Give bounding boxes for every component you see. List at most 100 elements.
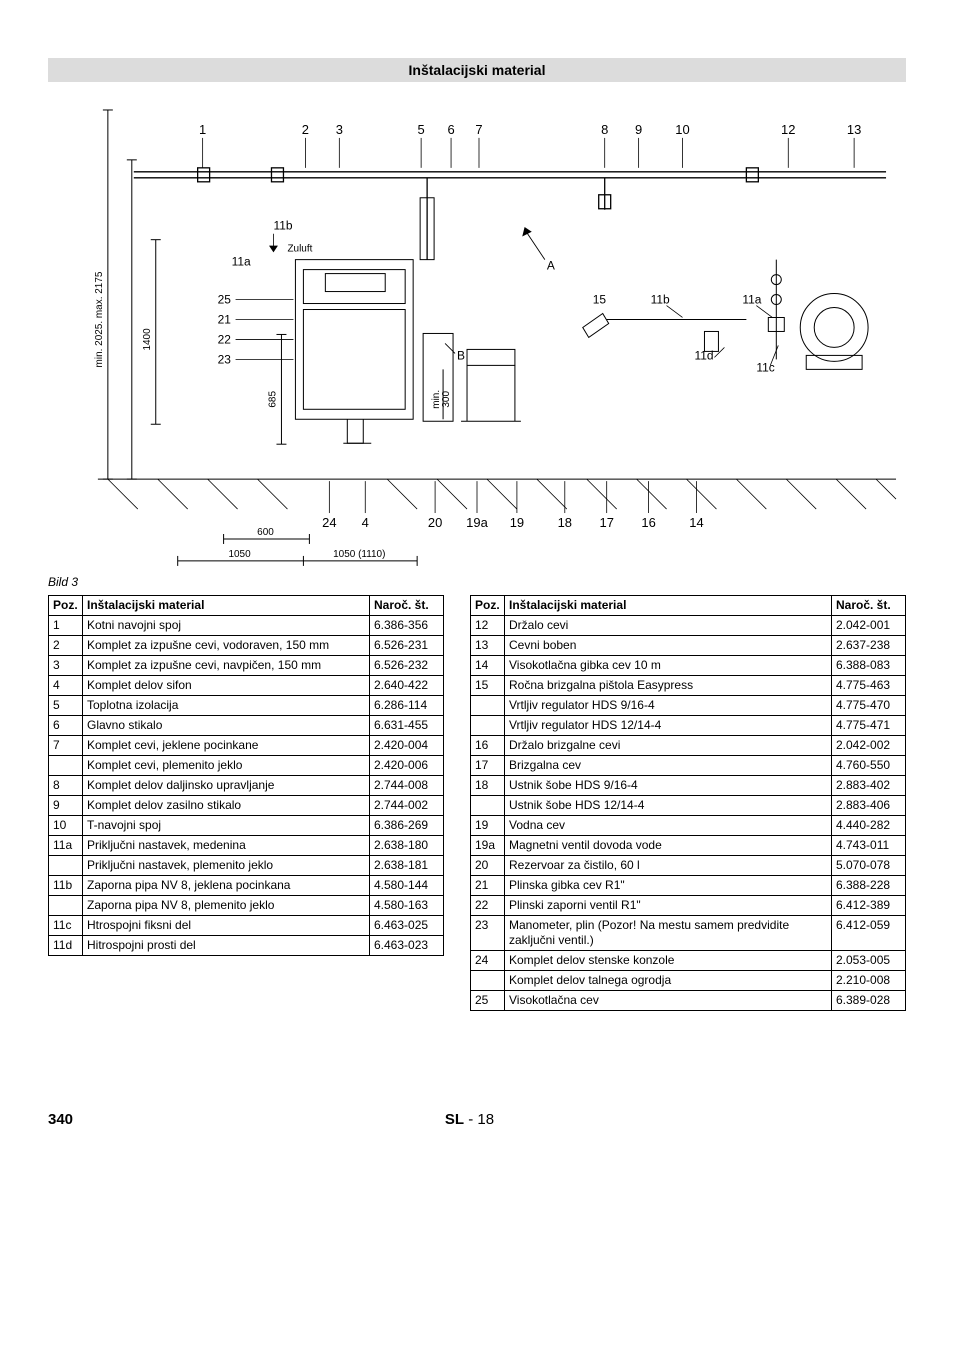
table-row: 22Plinski zaporni ventil R1"6.412-389 bbox=[471, 895, 906, 915]
table-row: Priključni nastavek, plemenito jeklo2.63… bbox=[49, 855, 444, 875]
cell-mat: Zaporna pipa NV 8, jeklena pocinkana bbox=[83, 875, 370, 895]
cell-poz: 24 bbox=[471, 950, 505, 970]
callout-bottom: 4 bbox=[362, 515, 369, 530]
cell-num: 6.526-232 bbox=[370, 655, 444, 675]
callout-top: 2 bbox=[302, 122, 309, 137]
cell-num: 2.042-001 bbox=[832, 615, 906, 635]
table-row: 10T-navojni spoj6.386-269 bbox=[49, 815, 444, 835]
cell-poz: 23 bbox=[471, 915, 505, 950]
cell-mat: Komplet za izpušne cevi, navpičen, 150 m… bbox=[83, 655, 370, 675]
callout-bottom: 19a bbox=[466, 515, 488, 530]
table-row: 6Glavno stikalo6.631-455 bbox=[49, 715, 444, 735]
dim-600: 600 bbox=[257, 527, 274, 538]
callout-top: 5 bbox=[418, 122, 425, 137]
cell-poz: 19a bbox=[471, 835, 505, 855]
cell-poz: 12 bbox=[471, 615, 505, 635]
cell-num: 4.775-470 bbox=[832, 695, 906, 715]
table-row: 11cHtrospojni fiksni del6.463-025 bbox=[49, 915, 444, 935]
table-row: 3Komplet za izpušne cevi, navpičen, 150 … bbox=[49, 655, 444, 675]
table-row: 19aMagnetni ventil dovoda vode4.743-011 bbox=[471, 835, 906, 855]
table-row: 16Držalo brizgalne cevi2.042-002 bbox=[471, 735, 906, 755]
cell-poz bbox=[471, 795, 505, 815]
callout-top: 8 bbox=[601, 122, 608, 137]
callout-top: 12 bbox=[781, 122, 795, 137]
callout-bottom: 14 bbox=[689, 515, 703, 530]
cell-mat: Priključni nastavek, plemenito jeklo bbox=[83, 855, 370, 875]
cell-mat: Komplet za izpušne cevi, vodoraven, 150 … bbox=[83, 635, 370, 655]
cell-num: 6.388-083 bbox=[832, 655, 906, 675]
cell-poz: 1 bbox=[49, 615, 83, 635]
cell-poz: 16 bbox=[471, 735, 505, 755]
cell-poz: 9 bbox=[49, 795, 83, 815]
cell-poz bbox=[471, 970, 505, 990]
cell-mat: Vrtljiv regulator HDS 12/14-4 bbox=[505, 715, 832, 735]
dim-1400: 1400 bbox=[142, 328, 153, 351]
table-row: Komplet cevi, plemenito jeklo2.420-006 bbox=[49, 755, 444, 775]
cell-num: 2.638-181 bbox=[370, 855, 444, 875]
cell-mat: Plinski zaporni ventil R1" bbox=[505, 895, 832, 915]
cell-num: 2.420-006 bbox=[370, 755, 444, 775]
cell-mat: Cevni boben bbox=[505, 635, 832, 655]
table-row: 21Plinska gibka cev R1"6.388-228 bbox=[471, 875, 906, 895]
callout-bottom: 24 bbox=[322, 515, 336, 530]
cell-mat: Glavno stikalo bbox=[83, 715, 370, 735]
cell-mat: Komplet delov stenske konzole bbox=[505, 950, 832, 970]
cell-mat: Hitrospojni prosti del bbox=[83, 935, 370, 955]
cell-num: 2.744-008 bbox=[370, 775, 444, 795]
cell-num: 6.526-231 bbox=[370, 635, 444, 655]
table-row: 11dHitrospojni prosti del6.463-023 bbox=[49, 935, 444, 955]
cell-mat: Manometer, plin (Pozor! Na mestu samem p… bbox=[505, 915, 832, 950]
label-11b-l: 11b bbox=[273, 219, 292, 233]
table-row: Zaporna pipa NV 8, plemenito jeklo4.580-… bbox=[49, 895, 444, 915]
cell-mat: Brizgalna cev bbox=[505, 755, 832, 775]
cell-mat: Komplet cevi, plemenito jeklo bbox=[83, 755, 370, 775]
cell-num: 6.389-028 bbox=[832, 990, 906, 1010]
cell-poz: 8 bbox=[49, 775, 83, 795]
table-row: 9Komplet delov zasilno stikalo2.744-002 bbox=[49, 795, 444, 815]
page-footer: 340 SL - 18 bbox=[0, 1111, 954, 1152]
cell-poz: 11d bbox=[49, 935, 83, 955]
callout-bottom: 16 bbox=[641, 515, 655, 530]
cell-poz: 14 bbox=[471, 655, 505, 675]
cell-mat: Ustnik šobe HDS 9/16-4 bbox=[505, 775, 832, 795]
cell-mat: Plinska gibka cev R1" bbox=[505, 875, 832, 895]
label-zuluft: Zuluft bbox=[287, 244, 312, 255]
th-mat: Inštalacijski material bbox=[505, 595, 832, 615]
cell-mat: T-navojni spoj bbox=[83, 815, 370, 835]
figure-caption: Bild 3 bbox=[48, 575, 906, 589]
table-row: 17Brizgalna cev4.760-550 bbox=[471, 755, 906, 775]
cell-mat: Zaporna pipa NV 8, plemenito jeklo bbox=[83, 895, 370, 915]
table-row: 18Ustnik šobe HDS 9/16-42.883-402 bbox=[471, 775, 906, 795]
cell-num: 2.420-004 bbox=[370, 735, 444, 755]
cell-poz: 5 bbox=[49, 695, 83, 715]
cell-poz bbox=[471, 695, 505, 715]
cell-poz: 11b bbox=[49, 875, 83, 895]
cell-poz: 2 bbox=[49, 635, 83, 655]
table-row: 11aPriključni nastavek, medenina2.638-18… bbox=[49, 835, 444, 855]
table-row: Ustnik šobe HDS 12/14-42.883-406 bbox=[471, 795, 906, 815]
cell-num: 2.883-406 bbox=[832, 795, 906, 815]
cell-poz: 3 bbox=[49, 655, 83, 675]
cell-poz: 11c bbox=[49, 915, 83, 935]
cell-num: 6.386-269 bbox=[370, 815, 444, 835]
callout-bottom: 19 bbox=[510, 515, 524, 530]
cell-poz bbox=[49, 855, 83, 875]
cell-mat: Kotni navojni spoj bbox=[83, 615, 370, 635]
label-11a-l: 11a bbox=[232, 255, 251, 269]
callout-bottom: 18 bbox=[558, 515, 572, 530]
label-23: 23 bbox=[218, 352, 232, 366]
cell-poz: 13 bbox=[471, 635, 505, 655]
table-row: 19Vodna cev4.440-282 bbox=[471, 815, 906, 835]
cell-num: 6.631-455 bbox=[370, 715, 444, 735]
label-11d: 11d bbox=[694, 348, 713, 362]
th-mat: Inštalacijski material bbox=[83, 595, 370, 615]
cell-num: 4.440-282 bbox=[832, 815, 906, 835]
table-row: 25Visokotlačna cev6.389-028 bbox=[471, 990, 906, 1010]
cell-mat: Priključni nastavek, medenina bbox=[83, 835, 370, 855]
cell-mat: Vodna cev bbox=[505, 815, 832, 835]
cell-num: 2.210-008 bbox=[832, 970, 906, 990]
cell-poz: 17 bbox=[471, 755, 505, 775]
label-22: 22 bbox=[218, 332, 232, 346]
cell-poz: 11a bbox=[49, 835, 83, 855]
callout-top: 7 bbox=[475, 122, 482, 137]
